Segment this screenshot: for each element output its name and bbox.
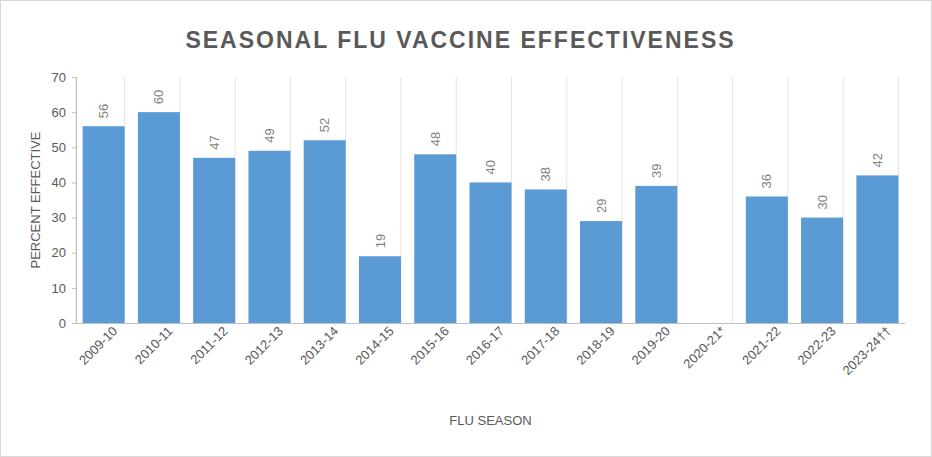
bar — [359, 256, 401, 323]
y-tick-label: 60 — [52, 105, 66, 120]
bar — [469, 182, 511, 323]
y-axis-line — [72, 78, 77, 324]
y-tick-mark — [72, 253, 76, 254]
y-tick-mark — [72, 323, 76, 324]
x-tick-label: 2010-11 — [132, 323, 176, 367]
bar — [801, 218, 843, 323]
x-tick: 2012-13 — [242, 323, 286, 367]
data-label: 19 — [373, 234, 388, 248]
bar — [635, 186, 677, 323]
x-tick: 2023-24†† — [839, 323, 894, 378]
x-tick: 2016-17 — [463, 323, 507, 367]
x-axis-title: FLU SEASON — [449, 413, 531, 428]
data-label: 60 — [151, 90, 166, 104]
data-label: 30 — [815, 195, 830, 209]
x-tick-label: 2019-20 — [629, 323, 673, 367]
y-tick-mark — [72, 77, 76, 78]
separators — [76, 77, 898, 323]
y-tick-label: 0 — [59, 316, 66, 331]
y-tick-mark — [72, 288, 76, 289]
data-label: 29 — [594, 199, 609, 213]
data-label: 48 — [428, 132, 443, 146]
y-tick-mark — [72, 218, 76, 219]
x-tick-label: 2011-12 — [187, 323, 231, 367]
x-tick: 2020-21* — [680, 323, 728, 371]
data-label: 56 — [96, 104, 111, 118]
x-tick-label: 2012-13 — [242, 323, 286, 367]
x-axis-line — [77, 323, 906, 324]
y-tick: 60 — [52, 105, 76, 120]
x-tick: 2011-12 — [187, 323, 231, 367]
title: SEASONAL FLU VACCINE EFFECTIVENESS — [185, 27, 735, 53]
x-tick-label: 2020-21* — [680, 323, 728, 371]
x-tick-label: 2021-22 — [739, 323, 783, 367]
x-tick: 2014-15 — [352, 323, 396, 367]
data-label: 39 — [649, 163, 664, 177]
data-label: 38 — [538, 167, 553, 181]
x-tick-label: 2015-16 — [408, 323, 452, 367]
data-label: 47 — [207, 135, 222, 149]
bars — [83, 112, 899, 323]
x-tick: 2017-18 — [518, 323, 562, 367]
y-tick: 50 — [52, 140, 76, 155]
x-tick-label: 2017-18 — [518, 323, 562, 367]
data-labels: 56 60 47 49 52 19 48 40 38 29 39 36 30 42 — [96, 90, 885, 249]
x-tick-label: 2014-15 — [352, 323, 396, 367]
x-tick-label: 2016-17 — [463, 323, 507, 367]
y-tick-mark — [72, 147, 76, 148]
y-tick: 70 — [52, 70, 76, 85]
bar — [580, 221, 622, 323]
y-tick-label: 30 — [52, 210, 66, 225]
bar — [304, 140, 346, 323]
y-axis: 0 10 20 30 40 50 60 70 — [52, 70, 77, 331]
y-tick-label: 70 — [52, 70, 66, 85]
x-tick: 2021-22 — [739, 323, 783, 367]
x-tick: 2013-14 — [297, 323, 341, 367]
data-label: 42 — [870, 153, 885, 167]
x-tick-label: 2013-14 — [297, 323, 341, 367]
y-tick: 40 — [52, 175, 76, 190]
data-label: 49 — [262, 128, 277, 142]
x-tick-label: 2009-10 — [76, 323, 120, 367]
bar — [248, 151, 290, 323]
y-tick-mark — [72, 112, 76, 113]
y-tick-label: 20 — [52, 245, 66, 260]
x-tick-label: 2023-24†† — [839, 323, 894, 378]
y-axis-title: PERCENT EFFECTIVE — [28, 131, 43, 268]
separator — [732, 77, 733, 323]
data-label: 40 — [483, 160, 498, 174]
x-tick: 2010-11 — [132, 323, 176, 367]
x-tick: 2009-10 — [76, 323, 120, 367]
y-tick: 30 — [52, 210, 76, 225]
chart: 0 10 20 30 40 50 60 70 2009-10 2010-112011-122012… — [0, 0, 932, 457]
x-tick: 2018-19 — [573, 323, 617, 367]
bar — [83, 126, 125, 323]
y-tick: 0 — [59, 316, 76, 331]
bar — [746, 196, 788, 323]
x-axis: 2009-10 2010-112011-122012-132013-142014-… — [76, 323, 906, 378]
bar — [414, 154, 456, 323]
y-tick-mark — [72, 182, 76, 183]
data-label: 36 — [759, 174, 774, 188]
y-tick-label: 50 — [52, 140, 66, 155]
x-tick-label: 2022-23 — [794, 323, 838, 367]
chart-frame — [1, 1, 932, 457]
y-tick: 10 — [52, 281, 76, 296]
y-tick-label: 10 — [52, 281, 66, 296]
bar — [525, 189, 567, 323]
bar — [856, 175, 898, 323]
x-tick: 2019-20 — [629, 323, 673, 367]
bar — [138, 112, 180, 323]
y-tick: 20 — [52, 245, 76, 260]
bar — [193, 158, 235, 323]
x-tick: 2022-23 — [794, 323, 838, 367]
y-tick-label: 40 — [52, 175, 66, 190]
data-label: 52 — [317, 118, 332, 132]
plot: 0 10 20 30 40 50 60 70 2009-10 2010-112011-122012… — [52, 70, 906, 378]
x-tick-label: 2018-19 — [573, 323, 617, 367]
x-tick: 2015-16 — [408, 323, 452, 367]
